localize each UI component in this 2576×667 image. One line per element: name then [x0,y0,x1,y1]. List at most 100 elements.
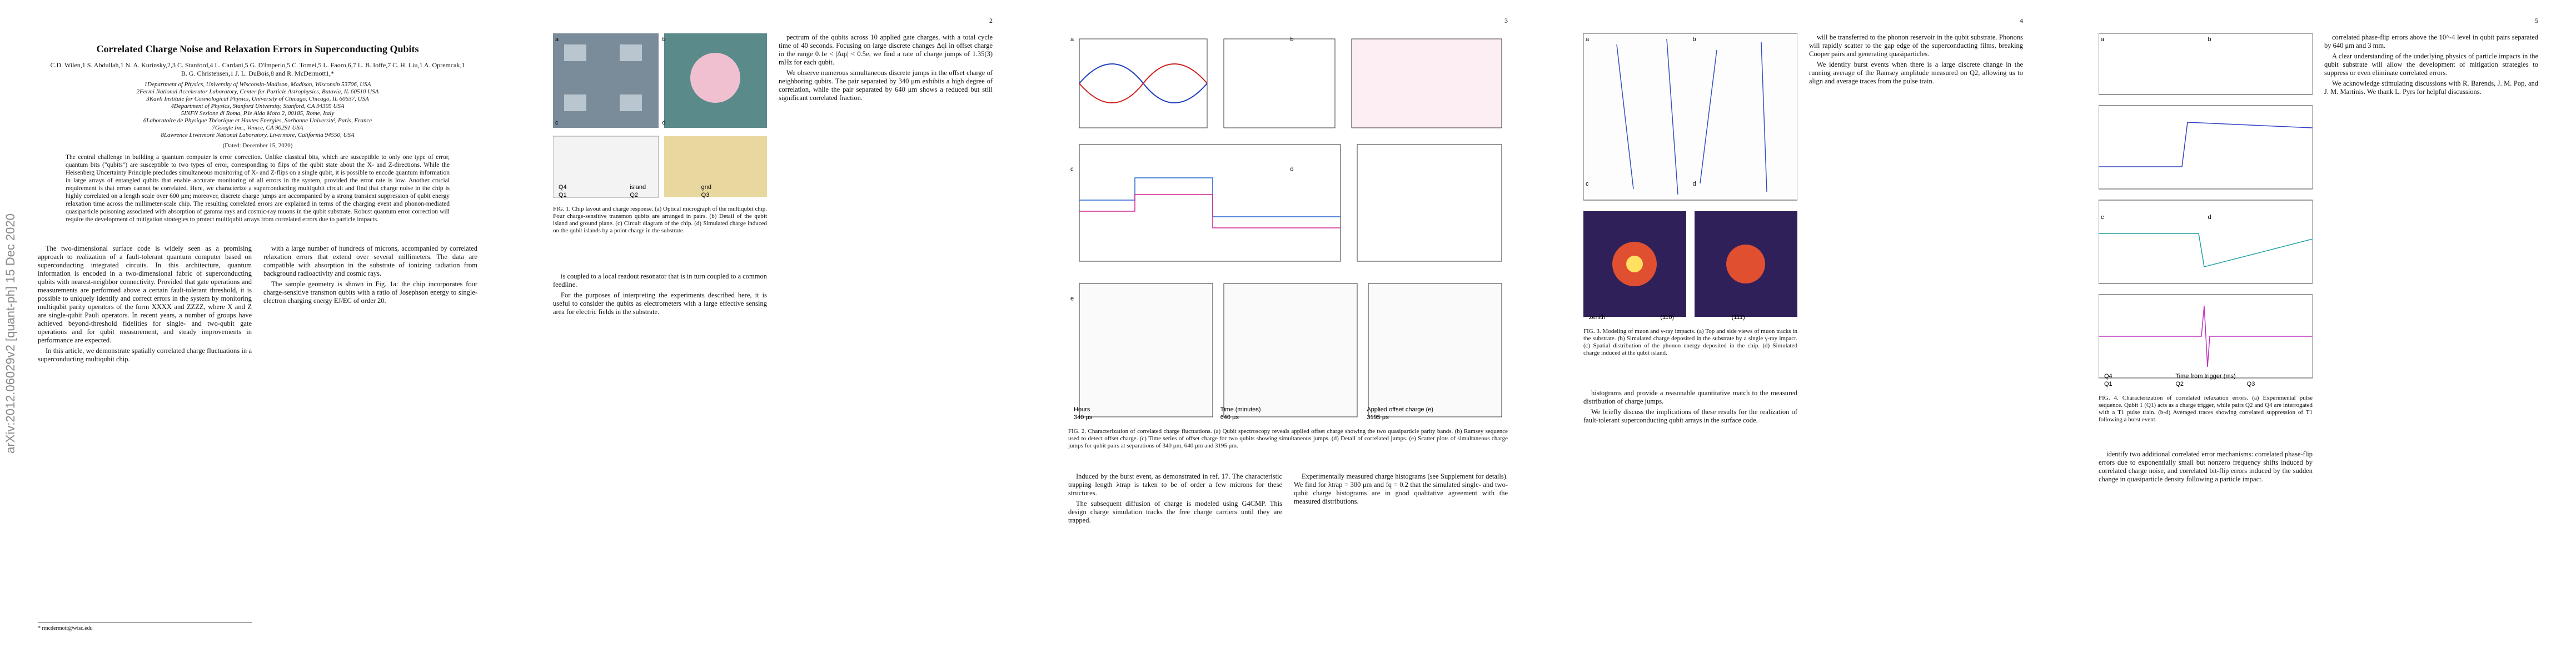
figure-caption: FIG. 1. Chip layout and charge response.… [553,206,768,234]
affiliation: 4Department of Physics, Stanford Univers… [171,103,345,109]
hot-spot [1726,245,1765,283]
trace [1079,177,1341,217]
paragraph: identify two additional correlated error… [2099,450,2313,483]
figure-label: gnd [701,184,711,191]
qubit-pad [620,44,642,61]
right-column: Experimentally measured charge histogram… [1294,472,1508,634]
tracks [1616,38,1767,195]
trace [2099,122,2313,167]
paragraph: A clear understanding of the underlying … [2324,52,2538,77]
figure-label: Q1 [559,192,567,198]
figure-caption: FIG. 2. Characterization of correlated c… [1068,428,1508,449]
panel-label: d [662,120,666,126]
authors: C.D. Wilen,1 S. Abdullah,1 N. A. Kurinsk… [50,61,465,77]
page-1: arXiv:2012.06029v2 [quant-ph] 15 Dec 202… [0,0,515,667]
affiliation: 1Department of Physics, University of Wi… [144,81,371,88]
figure-label: island [630,184,646,191]
paragraph: For the purposes of interpreting the exp… [553,291,767,316]
panel-label: c [555,120,559,126]
panel-label: a [2101,36,2105,43]
paragraph: We acknowledge stimulating discussions w… [2324,79,2538,96]
trace [2099,305,2313,367]
left-column: identify two additional correlated error… [2099,450,2313,634]
paragraph: Induced by the burst event, as demonstra… [1068,472,1282,497]
figure-label: Q2 [2175,381,2184,387]
qubit-pad [564,44,586,61]
hot-spot [1626,256,1643,272]
figure-label: 3195 μs [1367,414,1389,421]
left-column: is coupled to a local readout resonator … [553,272,767,634]
scatter-panel [1079,283,1213,417]
figure-label: Q2 [630,192,638,198]
detail-panel [1357,144,1502,262]
time-series-panel [1079,144,1341,262]
circuit [553,136,659,198]
page-number: 3 [1504,17,1508,24]
scatter-panel [1223,283,1358,417]
page-4: 4 a b c d zenith (110) (111) FIG. 3. Modeling … [1546,0,2061,667]
panel [2099,200,2313,284]
date: (Dated: December 15, 2020) [222,142,293,149]
figure-label: Q1 [2104,381,2112,387]
figure-3: a b c d zenith (110) (111) [1583,33,1797,321]
figure-label: Q4 [2104,373,2112,380]
figure-caption: FIG. 3. Modeling of muon and γ-ray impac… [1583,328,1797,356]
paragraph: correlated phase-flip errors above the 1… [2324,33,2538,49]
trace [2099,233,2313,267]
island [690,53,740,103]
panel [2099,105,2313,190]
page-number: 2 [989,17,993,24]
affiliation: 8Lawrence Livermore National Laboratory,… [161,132,355,138]
left-column: Induced by the burst event, as demonstra… [1068,472,1282,634]
paragraph: We identify burst events when there is a… [1809,61,2023,85]
panel-label: a [1586,36,1590,43]
figure-2: a b c d e 340 μs 640 μs 3195 μs Hours Time (minut… [1070,36,1502,421]
left-column: histograms and provide a reasonable quan… [1583,389,1797,634]
oscillation-panel [1351,38,1502,128]
right-column: with a large number of hundreds of micro… [263,245,477,634]
paragraph: is coupled to a local readout resonator … [553,272,767,288]
paper-title: Correlated Charge Noise and Relaxation E… [96,43,419,54]
paragraph: We briefly discuss the implications of t… [1583,408,1797,424]
paragraph: We observe numerous simultaneous discret… [779,69,993,102]
panel-label: d [1693,181,1696,187]
right-column: pectrum of the qubits across 10 applied … [779,33,993,634]
trace [1079,194,1341,228]
right-column: will be transferred to the phonon reserv… [1809,33,2023,634]
qubit-pad [564,94,586,111]
figure-label: 340 μs [1074,414,1093,421]
panel-label: c [2101,214,2104,221]
figure-label: Q3 [701,192,710,198]
scatter-panel [1368,283,1502,417]
figure-label: Time from trigger (ms) [2175,373,2235,380]
page-3: 3 a b c d e 340 μs 640 μs 3195 μs Hours Time (min… [1030,0,1546,667]
paragraph: Experimentally measured charge histogram… [1294,472,1508,505]
affiliation: 3Kavli Institute for Cosmological Physic… [146,96,369,102]
panel-label: d [1291,166,1294,172]
panel-label: b [2208,36,2211,43]
figure-label: (111) [1732,314,1745,321]
footnote: * rmcdermott@wisc.edu [38,623,252,631]
figure-label: Q3 [2247,381,2255,387]
paragraph: will be transferred to the phonon reserv… [1809,33,2023,58]
paragraph: with a large number of hundreds of micro… [263,245,477,277]
panel-label: e [1070,296,1074,302]
paragraph: histograms and provide a reasonable quan… [1583,389,1797,405]
arxiv-stamp: arXiv:2012.06029v2 [quant-ph] 15 Dec 202… [3,213,17,454]
affiliation: 7Google Inc., Venice, CA 90291 USA [212,125,303,131]
paragraph: The two-dimensional surface code is wide… [38,245,252,344]
right-column: correlated phase-flip errors above the 1… [2324,33,2538,634]
paragraph: In this article, we demonstrate spatiall… [38,347,252,363]
affiliations: 1Department of Physics, University of Wi… [49,81,466,139]
figure-caption: FIG. 4. Characterization of correlated r… [2099,395,2313,423]
page-number: 4 [2020,17,2023,24]
panel-label: a [1070,36,1074,43]
panel-label: c [1070,166,1074,172]
panel-label: c [1586,181,1589,187]
panel-label: d [2208,214,2211,221]
page-5: 5 a b c d Q1 Q2 Q3 Q4 Time from trigger (ms) FIG… [2061,0,2576,667]
figure-label: Q4 [559,184,567,191]
page-number: 5 [2535,17,2538,24]
curve [1079,63,1208,103]
